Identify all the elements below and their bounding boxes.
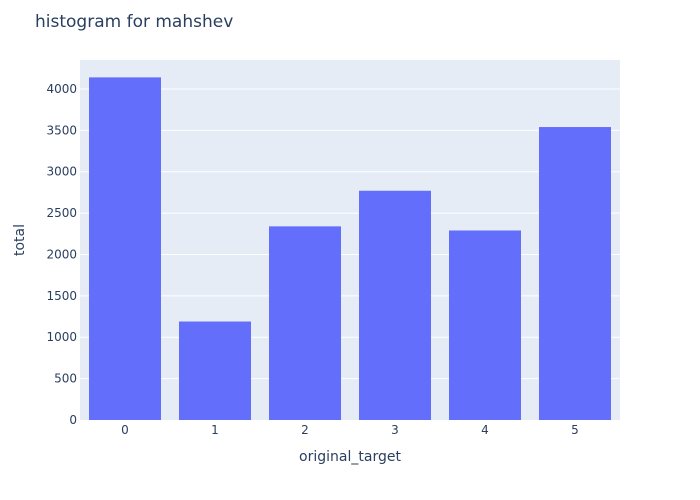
y-tick-label: 1500 (46, 289, 77, 303)
gridlines (80, 88, 620, 380)
y-axis-title: total (12, 224, 28, 256)
x-axis-title: original_target (299, 449, 401, 465)
y-axis-ticks: 0 500 1000 1500 2000 2500 3000 3500 4000 (46, 82, 77, 427)
y-tick-label: 3500 (46, 123, 77, 137)
bar-3 (359, 190, 431, 420)
bar-1 (179, 321, 251, 420)
bar-2 (269, 226, 341, 420)
x-tick-label: 1 (211, 423, 219, 437)
bar-series (89, 77, 611, 421)
x-tick-label: 2 (301, 423, 309, 437)
y-tick-label: 3000 (46, 165, 77, 179)
y-tick-label: 500 (54, 372, 77, 386)
y-tick-label: 2500 (46, 206, 77, 220)
bar-5 (539, 127, 611, 420)
y-tick-label: 1000 (46, 330, 77, 344)
bar-0 (89, 77, 161, 421)
y-tick-label: 2000 (46, 247, 77, 261)
x-tick-label: 5 (571, 423, 579, 437)
y-tick-label: 4000 (46, 82, 77, 96)
plot-area (80, 60, 620, 420)
x-tick-label: 4 (481, 423, 489, 437)
bar-4 (449, 230, 521, 420)
chart-title: histogram for mahshev (35, 12, 234, 32)
x-tick-label: 0 (121, 423, 129, 437)
x-tick-label: 3 (391, 423, 399, 437)
y-tick-label: 0 (69, 413, 77, 427)
x-axis-ticks: 0 1 2 3 4 5 (121, 423, 579, 437)
